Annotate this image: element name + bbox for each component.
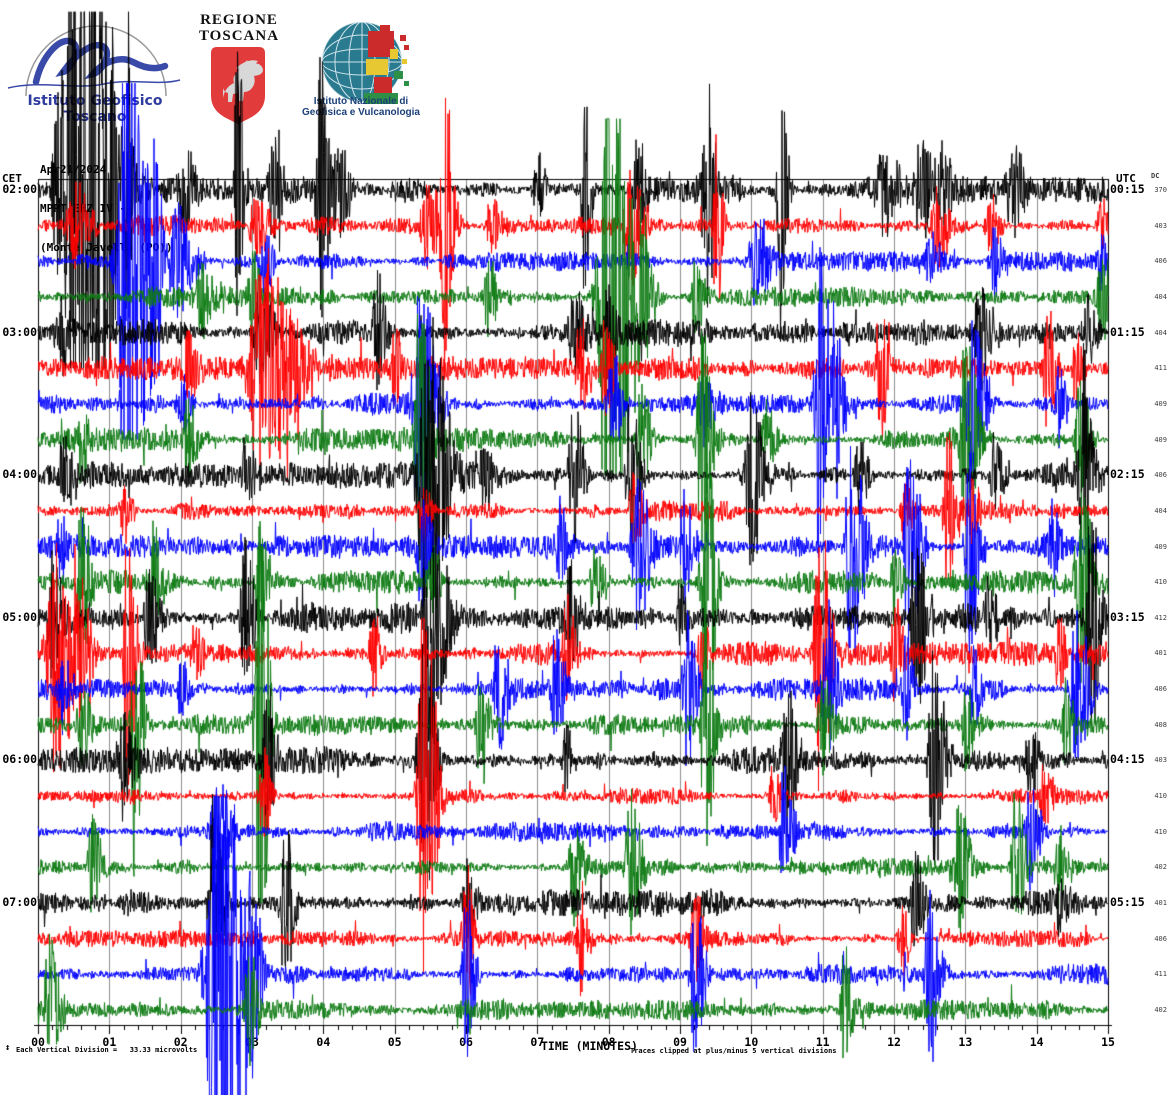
- ingv-globe-icon: [322, 22, 409, 104]
- ingv-logo-text: Istituto Nazionale di Geofisica e Vulcan…: [288, 96, 434, 118]
- dc-value: 404: [1154, 292, 1167, 301]
- cet-time-label: 03:00: [2, 324, 37, 339]
- x-tick-label: 03: [245, 1035, 259, 1049]
- utc-time-label: 02:15: [1110, 467, 1145, 482]
- cet-time-label: 02:00: [2, 182, 37, 196]
- cet-time-label: 04:00: [2, 467, 37, 482]
- regione-line1: REGIONE: [200, 12, 278, 28]
- dc-value: 409: [1154, 542, 1167, 551]
- dc-value: 409: [1154, 435, 1167, 444]
- dc-value: 403: [1154, 221, 1167, 230]
- utc-time-label: 00:15: [1110, 182, 1145, 196]
- cet-time-label: 05:00: [2, 609, 37, 624]
- dc-value: 402: [1154, 1005, 1167, 1014]
- dc-value: 406: [1154, 934, 1167, 943]
- dc-value: 410: [1154, 792, 1167, 801]
- dc-value: 411: [1154, 970, 1167, 979]
- station-info-block: Apr21/2024 MPPT EHZ IV -- (Monte Javello…: [40, 137, 172, 267]
- cet-time-label: 07:00: [2, 895, 37, 909]
- dc-value: 404: [1154, 506, 1167, 515]
- utc-time-label: 04:15: [1110, 752, 1145, 767]
- toscana-shield-icon: [211, 47, 265, 124]
- x-tick-label: 14: [1029, 1035, 1044, 1049]
- x-tick-label: 12: [887, 1035, 901, 1049]
- dc-value: 410: [1154, 578, 1167, 587]
- dc-value: 402: [1154, 863, 1167, 872]
- x-tick-label: 05: [387, 1035, 402, 1049]
- utc-time-label: 03:15: [1110, 609, 1145, 624]
- regione-toscana-shield: [206, 44, 270, 132]
- dc-value: 411: [1154, 364, 1167, 373]
- dc-axis-header: DC: [1151, 172, 1160, 180]
- dc-value: 401: [1154, 899, 1167, 907]
- x-tick-label: 06: [459, 1035, 473, 1049]
- clipping-note: Traces clipped at plus/minus 5 vertical …: [630, 1047, 837, 1055]
- ingv-line2: Geofisica e Vulcanologia: [302, 107, 420, 118]
- dc-value: 410: [1154, 827, 1167, 836]
- station-name: (Monte Javello (PO)): [40, 241, 173, 254]
- regione-line2: TOSCANA: [198, 28, 280, 44]
- vertical-division-note: Each Vertical Division = 33.33 microvolt…: [16, 1046, 198, 1054]
- igt-logo: [2, 20, 188, 102]
- station-code: MPPT EHZ IV --: [40, 202, 133, 215]
- dc-value: 408: [1154, 720, 1167, 729]
- utc-time-label: 01:15: [1110, 324, 1145, 339]
- vertical-division-symbol: ↕: [5, 1043, 11, 1053]
- x-tick-label: 04: [316, 1035, 331, 1049]
- igt-logo-mark: [7, 25, 181, 97]
- cet-time-label: 06:00: [2, 752, 37, 767]
- ingv-line1: Istituto Nazionale di: [313, 96, 409, 107]
- dc-value: 401: [1154, 649, 1167, 658]
- dc-value: 412: [1154, 613, 1167, 622]
- dc-value: 406: [1154, 257, 1167, 266]
- dc-value: 403: [1154, 756, 1167, 765]
- dc-value: 370: [1154, 186, 1167, 194]
- x-tick-label: 13: [958, 1035, 973, 1049]
- station-date: Apr21/2024: [40, 163, 107, 176]
- dc-value: 404: [1154, 328, 1167, 337]
- regione-toscana-title: REGIONE TOSCANA: [196, 12, 282, 44]
- x-axis-title: TIME (MINUTES): [541, 1039, 638, 1053]
- igt-logo-text: Istituto Geofisico Toscano: [27, 93, 163, 125]
- utc-time-label: 05:15: [1110, 895, 1145, 909]
- dc-value: 406: [1154, 471, 1167, 480]
- x-tick-label: 15: [1101, 1035, 1115, 1049]
- dc-value: 409: [1154, 399, 1167, 408]
- dc-value: 406: [1154, 685, 1167, 694]
